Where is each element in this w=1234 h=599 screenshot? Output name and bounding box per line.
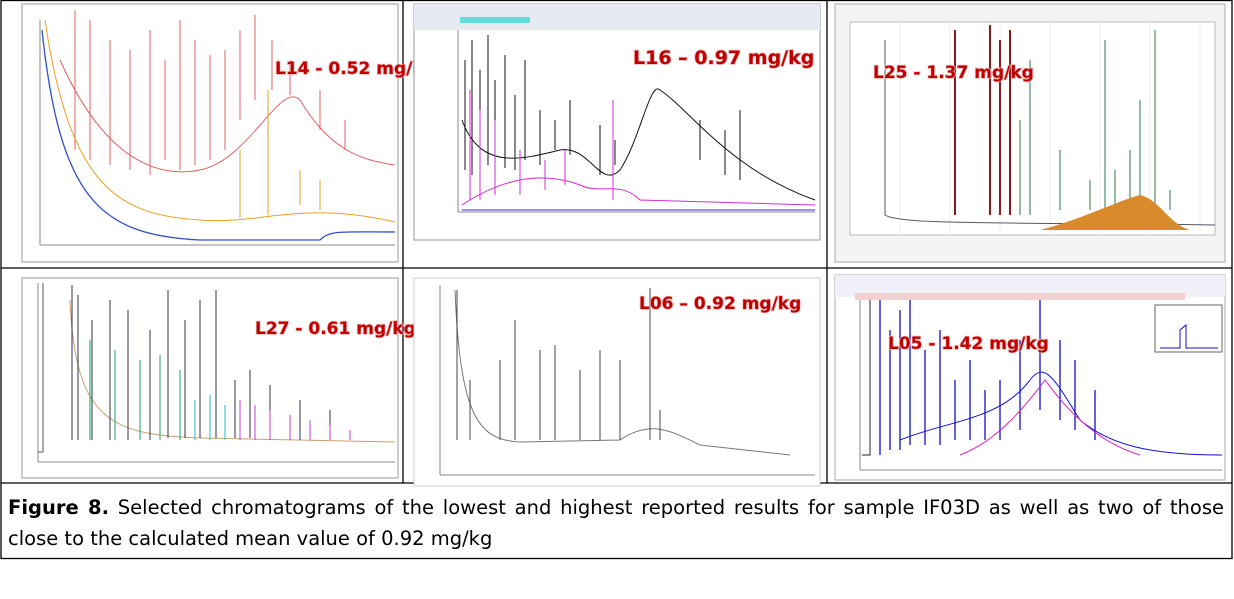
panel-label: L06 – 0.92 mg/kg [639, 294, 801, 314]
panel-label: L05 - 1.42 mg/kg [888, 334, 1049, 354]
caption-text: Selected chromatograms of the lowest and… [8, 496, 1224, 550]
panel-label: L14 - 0.52 mg/kg [275, 59, 436, 79]
chromatogram-5: L06 – 0.92 mg/kg [413, 277, 821, 487]
panel-label: L16 – 0.97 mg/kg [633, 47, 814, 69]
figure-caption: Figure 8. Selected chromatograms of the … [8, 492, 1224, 554]
panel-label: L27 - 0.61 mg/kg [255, 319, 416, 339]
chromatogram-2: L16 – 0.97 mg/kg [413, 3, 821, 241]
figure-number: Figure 8. [8, 496, 110, 519]
table-grid [0, 0, 1233, 560]
chromatogram-6: L05 - 1.42 mg/kg [834, 274, 1226, 481]
panel-label: L25 - 1.37 mg/kg [873, 63, 1034, 83]
chromatogram-3: L25 - 1.37 mg/kg [834, 3, 1226, 263]
chromatogram-1: L14 - 0.52 mg/kg [21, 3, 437, 263]
chromatogram-4: L27 - 0.61 mg/kg [21, 277, 417, 479]
